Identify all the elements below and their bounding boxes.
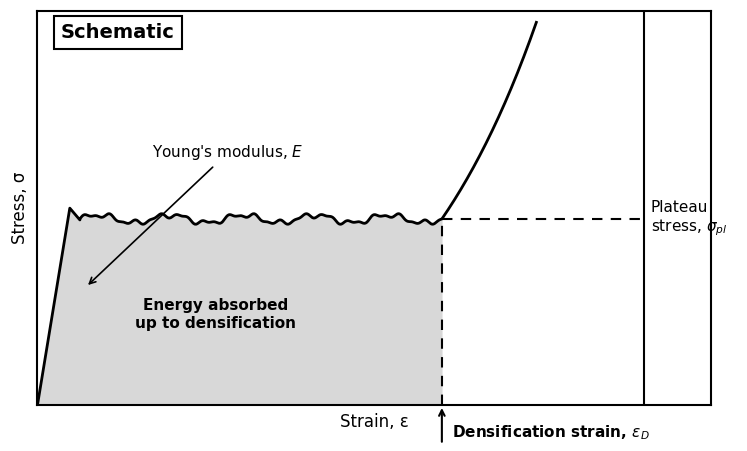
Y-axis label: Stress, σ: Stress, σ [11,172,29,244]
Polygon shape [37,208,442,405]
Text: Densification strain, $\varepsilon_D$: Densification strain, $\varepsilon_D$ [452,423,650,442]
X-axis label: Strain, ε: Strain, ε [340,414,409,432]
Text: Energy absorbed
up to densification: Energy absorbed up to densification [135,298,296,331]
Text: Schematic: Schematic [61,23,175,42]
Text: Young's modulus, $E$: Young's modulus, $E$ [90,143,303,284]
Text: Plateau
stress, $\sigma_{pl}$: Plateau stress, $\sigma_{pl}$ [651,200,728,238]
